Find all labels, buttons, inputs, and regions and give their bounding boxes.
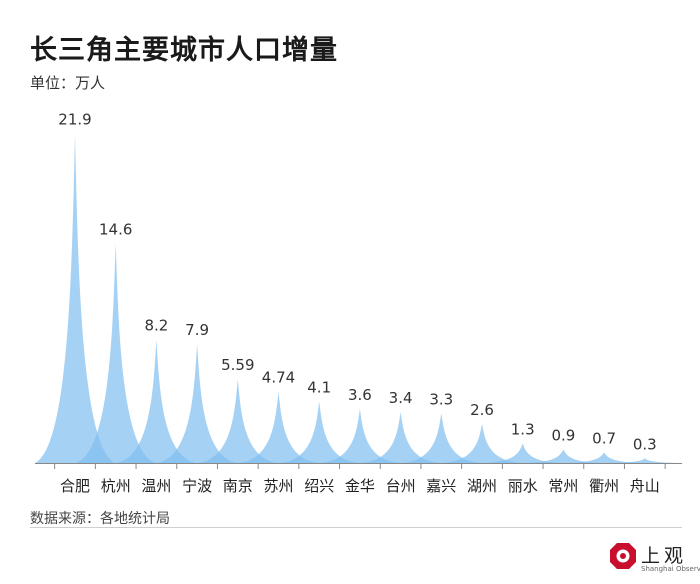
value-label: 2.6 [470,401,494,419]
spike-10 [442,423,522,463]
category-label: 温州 [141,477,171,495]
data-source: 数据来源：各地统计局 [30,511,170,527]
value-label: 0.7 [592,429,616,447]
spike-2 [116,339,197,463]
category-label: 丽水 [508,477,538,495]
category-label: 南京 [223,477,253,495]
chart-title: 长三角主要城市人口增量 [30,35,338,66]
category-label: 衢州 [589,477,619,495]
category-label: 舟山 [630,477,660,495]
value-label: 3.6 [348,386,372,404]
unit-label: 单位：万人 [30,74,106,92]
footer-divider [30,527,682,528]
value-label: 5.59 [221,356,254,374]
value-label: 0.9 [551,426,575,444]
spike-11 [482,443,563,463]
value-label: 4.1 [307,378,331,396]
value-label: 3.4 [389,389,413,407]
spike-1 [75,243,156,463]
spike-8 [360,411,441,463]
spike-7 [319,408,400,463]
publisher-logo: 上观 Shanghai Observer [607,540,700,576]
category-label: 杭州 [101,477,131,495]
value-label: 3.3 [429,390,453,408]
value-label: 8.2 [144,317,168,335]
category-label: 嘉兴 [426,477,456,495]
category-label: 宁波 [182,477,212,495]
spike-9 [401,413,482,463]
category-label: 苏州 [263,477,293,495]
spike-0 [35,133,115,463]
spike-12 [523,449,604,463]
logo-name: 上观 [641,545,688,567]
chart-plot: 21.9 合肥 14.6 杭州 8.2 温州 7.9 宁波 5.59 南京 4.74 苏州 4.1 绍兴 3… [35,111,685,495]
spike-4 [197,378,278,463]
value-label: 1.3 [511,420,535,438]
logo-subtitle: Shanghai Observer [641,565,700,573]
category-label: 台州 [386,477,416,495]
category-label: 绍兴 [304,477,334,495]
category-label: 金华 [345,477,375,495]
spike-13 [564,452,645,463]
category-label: 合肥 [60,477,90,495]
value-label: 14.6 [99,220,132,238]
value-label: 7.9 [185,321,209,339]
category-label: 常州 [548,477,578,495]
spike-3 [157,344,238,463]
spike-14 [604,458,685,463]
value-label: 21.9 [58,111,91,129]
spike-5 [238,391,319,463]
spike-6 [279,401,360,463]
value-label: 4.74 [262,369,295,387]
value-label: 0.3 [633,435,657,453]
logo-icon [610,543,636,569]
category-label: 湖州 [467,477,497,495]
